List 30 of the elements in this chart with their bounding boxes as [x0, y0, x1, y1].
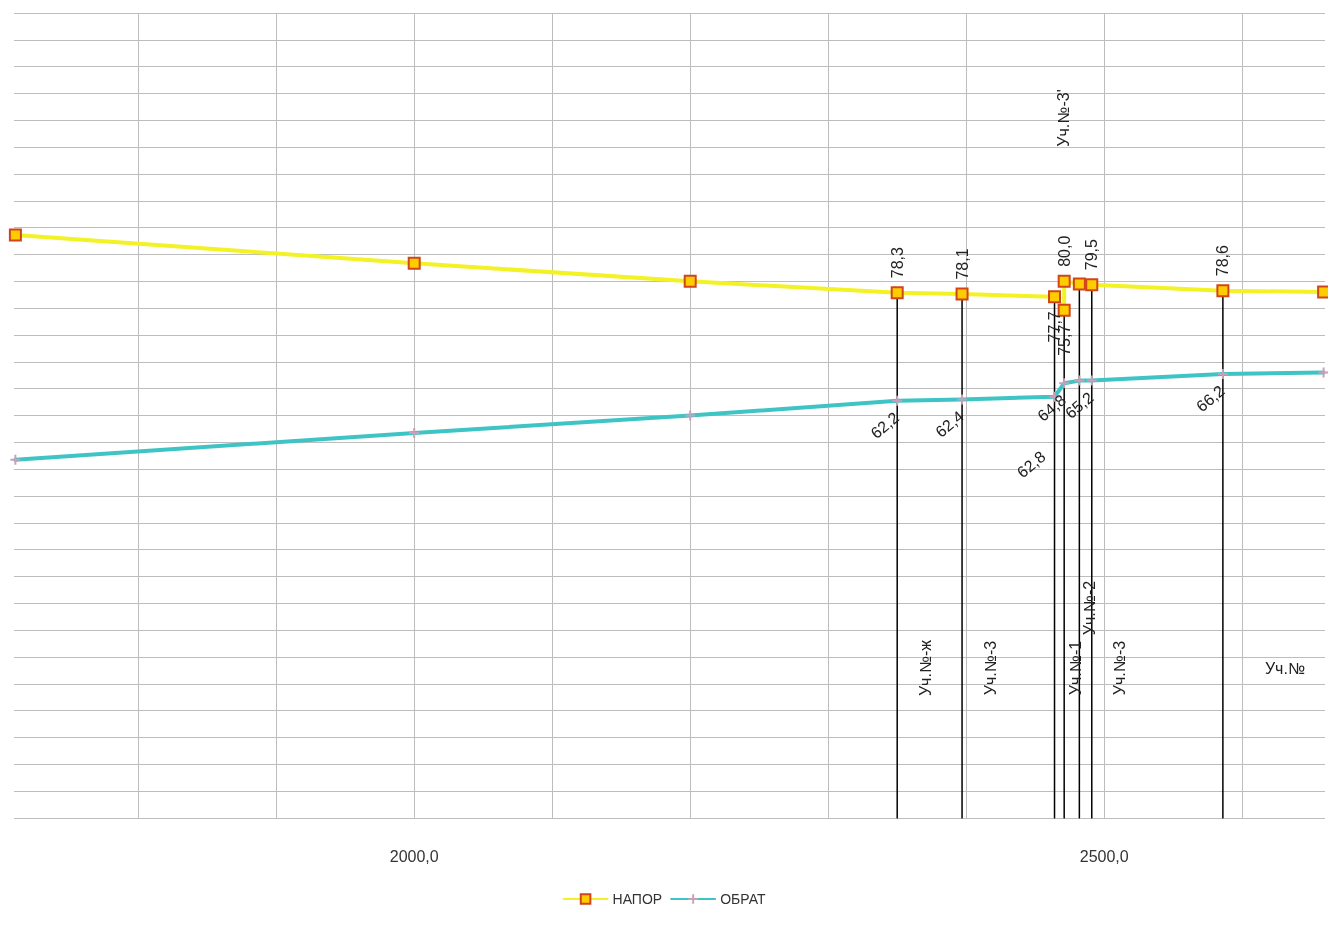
annotation: Уч.№ [1264, 659, 1306, 677]
point [1216, 284, 1230, 298]
point [1057, 274, 1071, 288]
data-label: 62,2 [867, 408, 903, 442]
point [407, 256, 421, 270]
point [1085, 278, 1099, 292]
data-label: 79,5 [1083, 238, 1101, 271]
data-label: 62,8 [1013, 447, 1049, 481]
point [890, 286, 904, 300]
point [955, 287, 969, 301]
point [1072, 277, 1086, 291]
x-tick-label: 2500,0 [1079, 847, 1129, 865]
data-label: 78,1 [953, 248, 971, 280]
point [683, 274, 697, 288]
data-label: 78,6 [1214, 244, 1232, 277]
data-label: 80,0 [1055, 235, 1073, 267]
data-label: 66,2 [1193, 381, 1228, 416]
x-tick-label: 2000,0 [389, 847, 439, 865]
annotation: Уч.№-2 [1081, 580, 1099, 636]
point [8, 228, 22, 242]
annotation: Уч.№-ж [916, 639, 934, 697]
annotation: Уч.№-3' [1054, 89, 1072, 147]
annotation: Уч.№-3 [981, 640, 999, 696]
annotation: Уч.№-3 [1111, 640, 1129, 696]
legend-label: ОБРАТ [720, 891, 766, 907]
data-label: 78,3 [888, 247, 906, 279]
data-label: 62,4 [932, 407, 968, 441]
legend-label: НАПОР [612, 891, 663, 907]
annotation: Уч.№-1 [1067, 640, 1085, 696]
point [1048, 290, 1062, 304]
